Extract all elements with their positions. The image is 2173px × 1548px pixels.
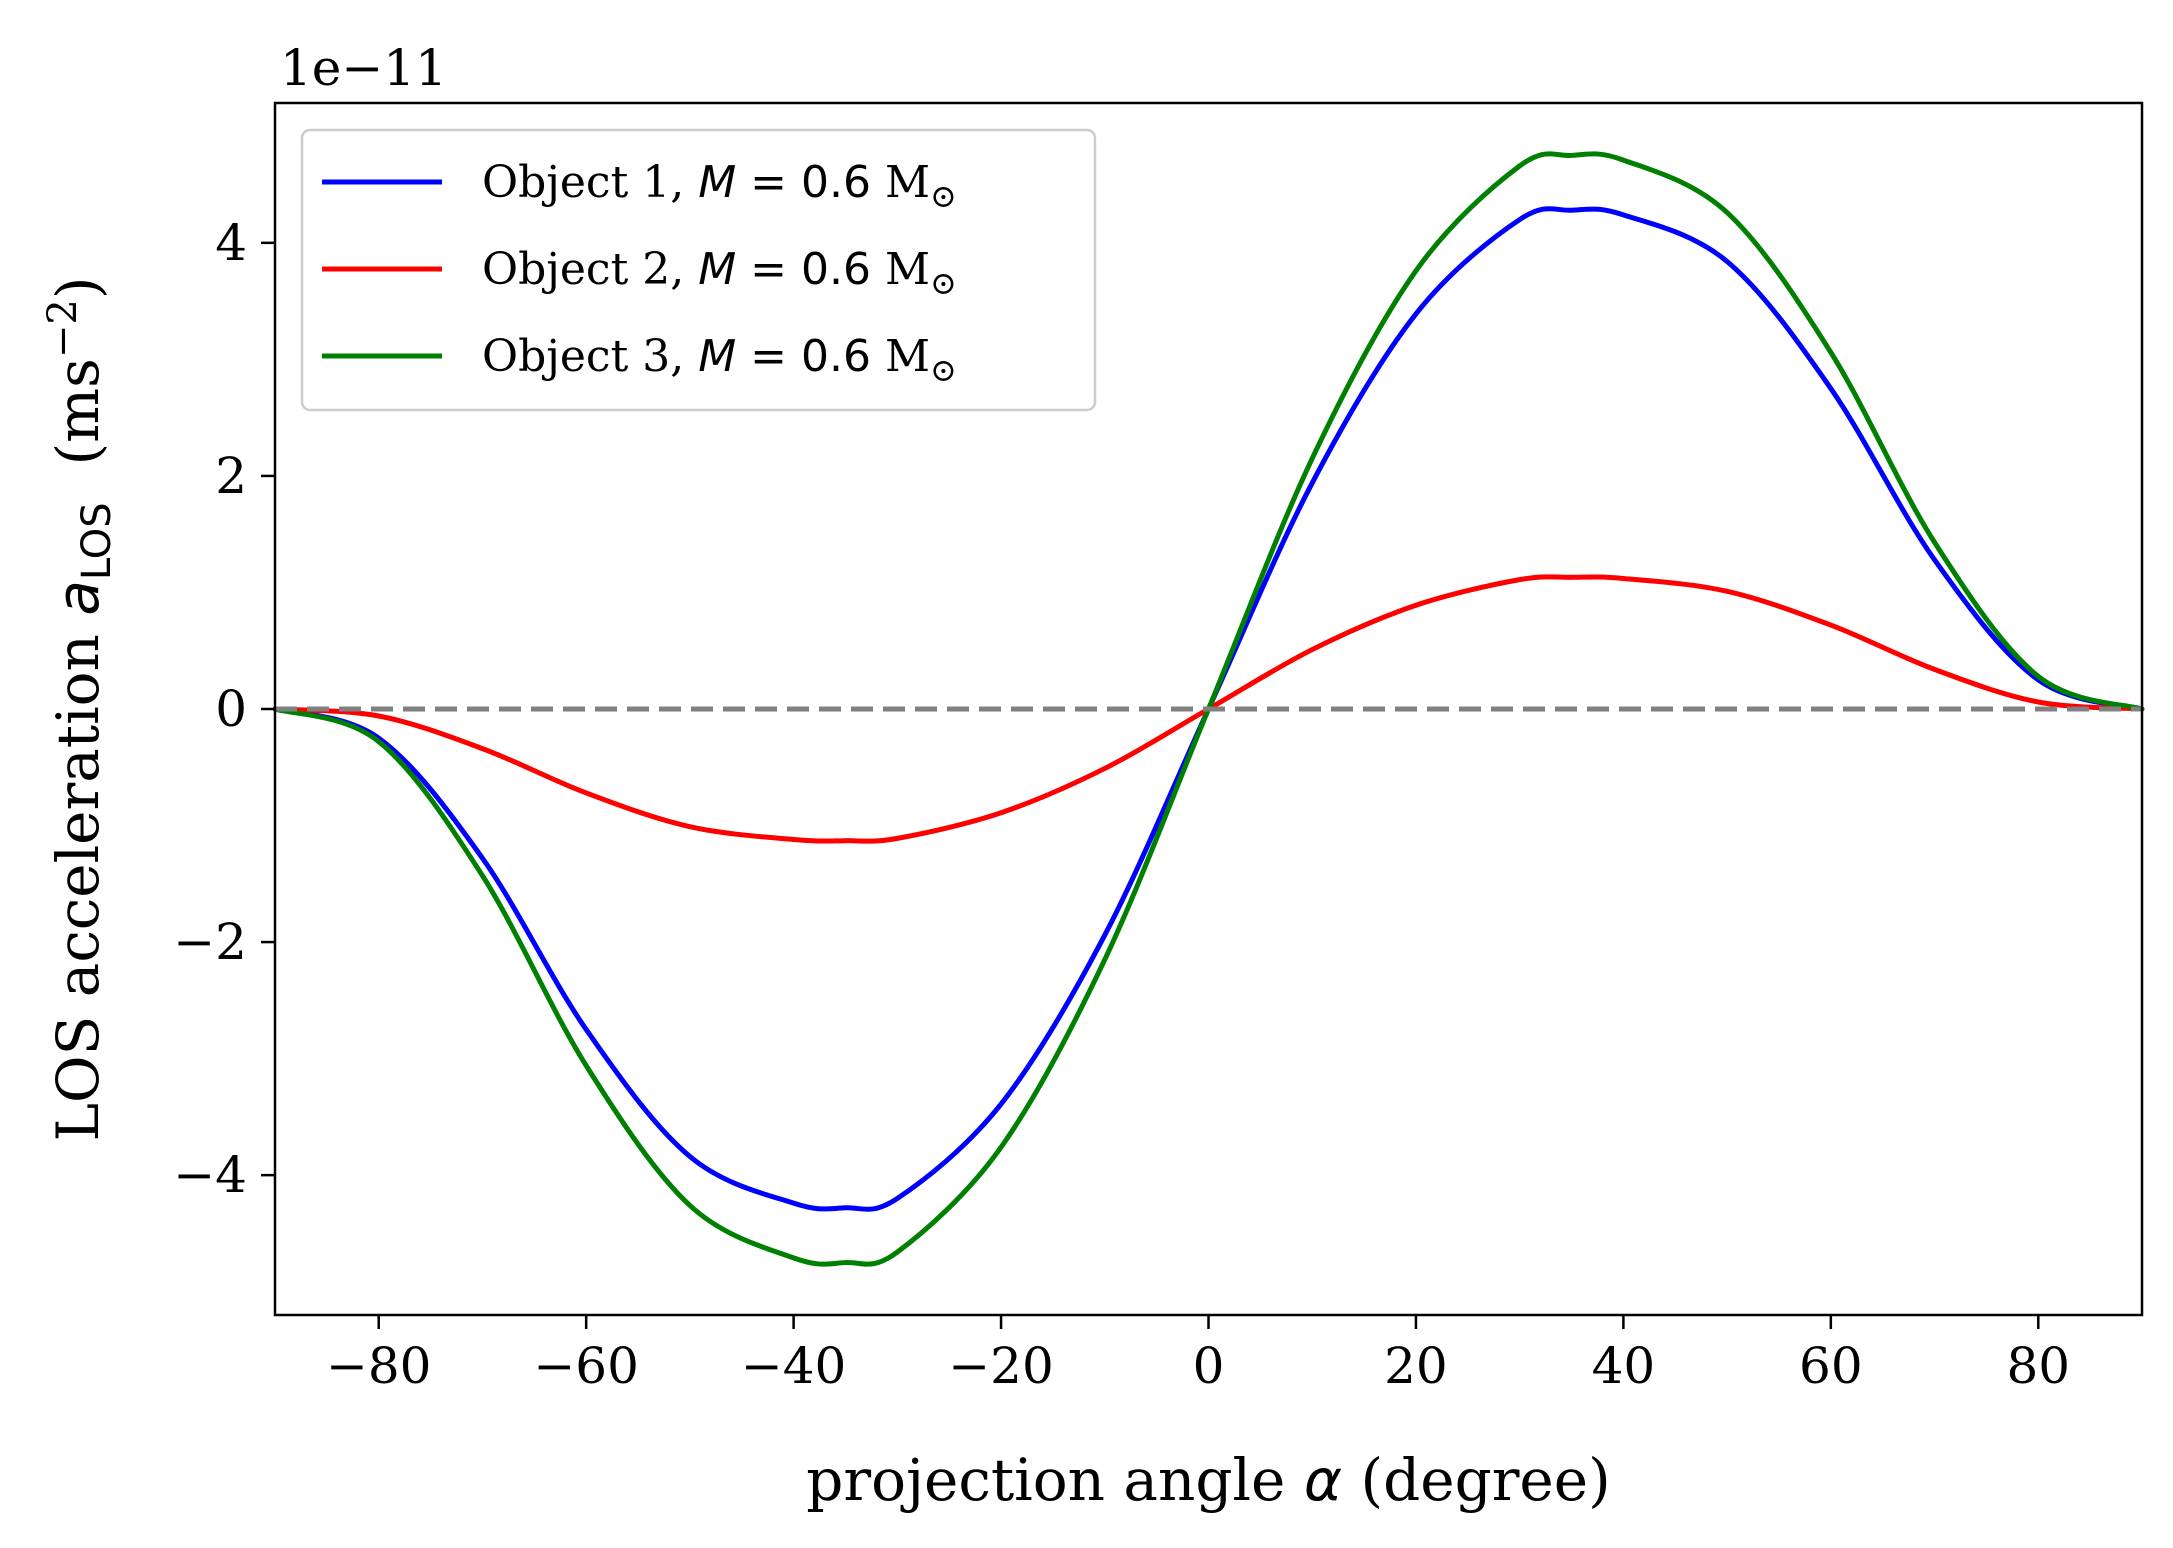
legend-entries: Object 1, M = 0.6 M⊙Object 2, M = 0.6 M⊙… [322, 157, 957, 389]
x-ticks: −80 −60 −40 −20 0 20 40 60 80 [326, 1315, 2070, 1395]
y-axis-label-subscript: LOS [74, 502, 120, 580]
y-offset-text: 1e−11 [280, 39, 447, 97]
legend-label-object-2: Object 2, M = 0.6 M⊙ [482, 244, 957, 302]
y-axis-label-text: LOS acceleration [44, 616, 112, 1142]
legend-label-name: Object 3, [482, 331, 698, 382]
y-tick-label: −2 [173, 913, 247, 971]
legend: Object 1, M = 0.6 M⊙Object 2, M = 0.6 M⊙… [300, 128, 1097, 412]
legend-label-sun-symbol: ⊙ [930, 177, 957, 215]
legend-label-mass-unit: M [885, 157, 930, 208]
x-tick-label: −60 [533, 1337, 639, 1395]
legend-label-mass-value: = 0.6 [736, 244, 885, 295]
x-tick-label: 0 [1193, 1337, 1225, 1395]
x-tick-label: 40 [1592, 1337, 1656, 1395]
x-tick-label: −20 [948, 1337, 1054, 1395]
legend-label-name: Object 1, [482, 157, 698, 208]
x-axis-label-text: projection angle [806, 1446, 1304, 1514]
legend-label-sun-symbol: ⊙ [930, 351, 957, 389]
legend-label-object-1: Object 1, M = 0.6 M⊙ [482, 157, 957, 215]
legend-label-mass-symbol: M [698, 157, 736, 208]
y-tick-label: 0 [215, 680, 247, 738]
y-axis-label-units-close: ) [44, 276, 112, 299]
legend-label-mass-unit: M [885, 244, 930, 295]
x-axis-label-suffix: (degree) [1342, 1446, 1611, 1514]
legend-label-object-3: Object 3, M = 0.6 M⊙ [482, 331, 957, 389]
y-axis-label-units-sup: −2 [40, 299, 86, 358]
legend-label-mass-symbol: M [698, 331, 736, 382]
x-tick-label: −80 [326, 1337, 432, 1395]
x-tick-label: 20 [1384, 1337, 1448, 1395]
x-tick-label: −40 [741, 1337, 847, 1395]
y-tick-label: 2 [215, 447, 247, 505]
legend-box [300, 128, 1097, 412]
y-axis-label: LOS acceleration aLOS (ms−2) [40, 276, 120, 1141]
legend-label-mass-unit: M [885, 331, 930, 382]
legend-label-name: Object 2, [482, 244, 698, 295]
legend-label-mass-symbol: M [698, 244, 736, 295]
x-axis-label-symbol: α [1304, 1446, 1342, 1514]
y-axis-label-units-open: (ms [44, 358, 112, 502]
x-axis-label: projection angle α (degree) [806, 1446, 1610, 1514]
x-tick-label: 60 [1799, 1337, 1863, 1395]
x-tick-label: 80 [2006, 1337, 2070, 1395]
y-tick-label: −4 [173, 1146, 247, 1204]
legend-label-sun-symbol: ⊙ [930, 264, 957, 302]
y-ticks: −4 −2 0 2 4 [173, 214, 275, 1204]
y-axis-label-symbol: a [44, 580, 112, 616]
y-tick-label: 4 [215, 214, 247, 272]
legend-label-mass-value: = 0.6 [736, 157, 885, 208]
legend-label-mass-value: = 0.6 [736, 331, 885, 382]
